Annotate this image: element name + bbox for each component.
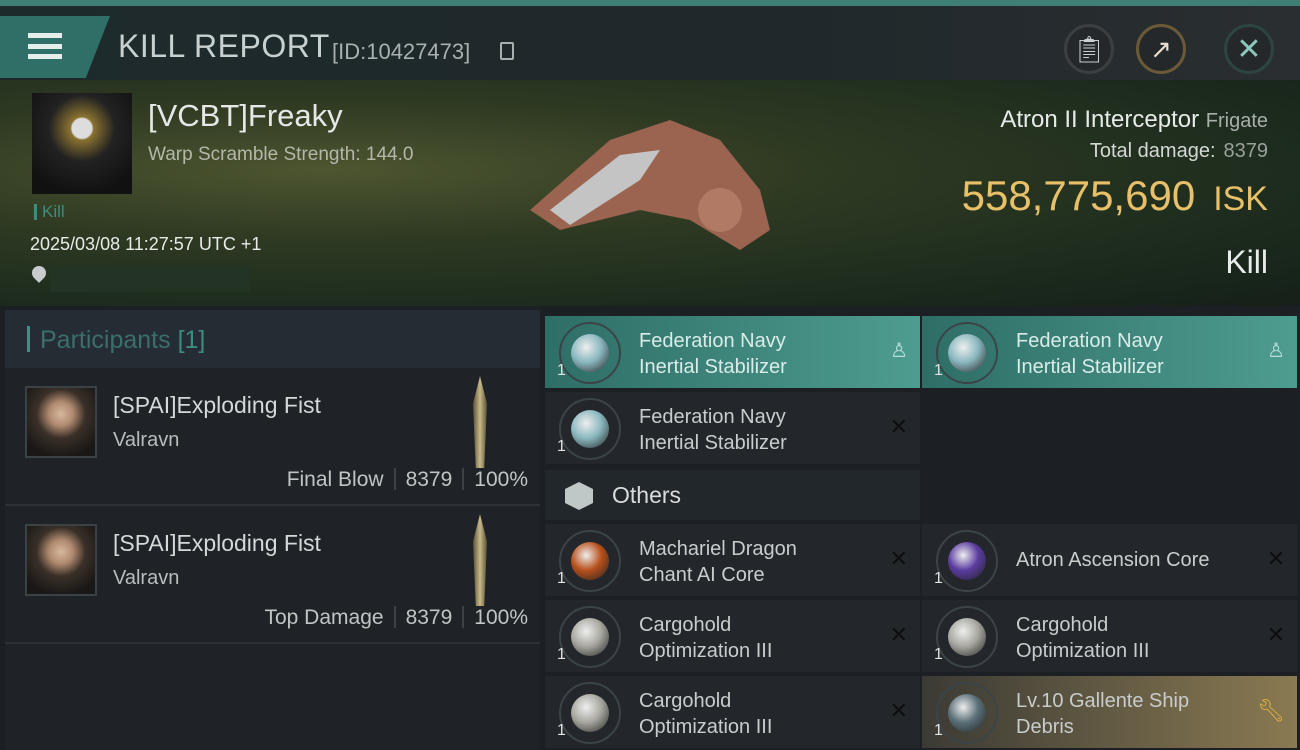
participant-row[interactable]: [SPAI]Exploding Fist Valravn Final Blow 8… <box>5 368 540 506</box>
isk-value: 558,775,690 ISK <box>961 172 1268 219</box>
participants-panel: Participants [1] [SPAI]Exploding Fist Va… <box>5 310 540 750</box>
kill-tag: Kill <box>34 203 65 220</box>
item-name: Machariel Dragon Chant AI Core <box>639 538 797 586</box>
destroyed-x-icon: ✕ <box>1266 622 1285 647</box>
wrench-icon: 🔧︎ <box>1257 698 1285 723</box>
item-quantity: 1 <box>557 362 566 379</box>
copy-icon[interactable] <box>500 42 514 60</box>
item-quantity: 1 <box>934 570 943 587</box>
item-slot[interactable]: 1 Federation Navy Inertial Stabilizer ♙ <box>922 316 1297 388</box>
item-icon <box>936 682 998 744</box>
kill-datetime: 2025/03/08 11:27:57 UTC +1 <box>30 234 262 254</box>
weapon-icon <box>473 376 487 468</box>
close-button[interactable]: ✕ <box>1224 24 1274 74</box>
item-quantity: 1 <box>557 722 566 739</box>
total-damage: Total damage: 8379 <box>1089 140 1268 162</box>
destroyed-x-icon: ✕ <box>889 414 908 439</box>
item-icon <box>559 682 621 744</box>
location-redacted <box>50 266 250 292</box>
page-title: KILL REPORT <box>118 28 330 64</box>
others-header: Others <box>545 470 920 520</box>
item-icon <box>936 606 998 668</box>
item-icon <box>559 398 621 460</box>
ship-name: Atron II Interceptor Frigate <box>1000 106 1268 133</box>
result-label: Kill <box>1225 244 1268 280</box>
close-icon: ✕ <box>1236 32 1262 66</box>
person-icon: ♙ <box>1267 340 1285 362</box>
participant-name: [SPAI]Exploding Fist <box>113 392 321 418</box>
participant-avatar[interactable] <box>25 386 97 458</box>
item-slot[interactable]: 1 Machariel Dragon Chant AI Core ✕ <box>545 524 920 596</box>
top-accent-line <box>0 0 1300 6</box>
item-name: Lv.10 Gallente Ship Debris <box>1016 690 1190 738</box>
participant-ship: Valravn <box>113 567 180 589</box>
victim-avatar[interactable] <box>32 93 132 194</box>
victim-name[interactable]: [VCBT]Freaky <box>148 98 343 133</box>
clipboard-button[interactable]: 📋︎ <box>1064 24 1114 74</box>
destroyed-x-icon: ✕ <box>889 622 908 647</box>
item-name: Federation Navy Inertial Stabilizer <box>639 406 787 454</box>
participant-name: [SPAI]Exploding Fist <box>113 530 321 556</box>
person-icon: ♙ <box>890 340 908 362</box>
destroyed-x-icon: ✕ <box>889 546 908 571</box>
header-bar: KILL REPORT [ID:10427473] 📋︎ ↗ ✕ <box>0 6 1300 80</box>
report-id: [ID:10427473] <box>332 39 471 64</box>
share-button[interactable]: ↗ <box>1136 24 1186 74</box>
item-icon <box>559 530 621 592</box>
destroyed-x-icon: ✕ <box>889 698 908 723</box>
item-icon <box>936 530 998 592</box>
item-icon <box>936 322 998 384</box>
item-slot[interactable]: 1 Cargohold Optimization III ✕ <box>545 600 920 672</box>
item-quantity: 1 <box>934 722 943 739</box>
item-name: Cargohold Optimization III <box>639 614 773 662</box>
item-icon <box>559 606 621 668</box>
item-slot[interactable]: 1 Federation Navy Inertial Stabilizer ✕ <box>545 392 920 464</box>
item-quantity: 1 <box>557 438 566 455</box>
participants-header: Participants [1] <box>5 310 540 368</box>
item-slot[interactable]: 1 Lv.10 Gallente Ship Debris 🔧︎ <box>922 676 1297 748</box>
menu-button[interactable] <box>0 16 110 78</box>
victim-panel: [VCBT]Freaky Warp Scramble Strength: 144… <box>0 80 1300 306</box>
clipboard-icon: 📋︎ <box>1072 33 1106 64</box>
weapon-icon <box>473 514 487 606</box>
participant-ship: Valravn <box>113 429 180 451</box>
ship-image <box>530 120 770 250</box>
item-quantity: 1 <box>557 570 566 587</box>
item-name: Federation Navy Inertial Stabilizer <box>639 330 787 378</box>
destroyed-x-icon: ✕ <box>1266 546 1285 571</box>
participant-avatar[interactable] <box>25 524 97 596</box>
item-slot[interactable]: 1 Cargohold Optimization III ✕ <box>922 600 1297 672</box>
item-name: Federation Navy Inertial Stabilizer <box>1016 330 1164 378</box>
item-quantity: 1 <box>934 646 943 663</box>
item-name: Atron Ascension Core <box>1016 549 1210 571</box>
item-slot[interactable]: 1 Cargohold Optimization III ✕ <box>545 676 920 748</box>
share-icon: ↗ <box>1150 33 1172 64</box>
participant-stats: Top Damage 8379 100% <box>264 606 528 629</box>
item-quantity: 1 <box>557 646 566 663</box>
item-slot[interactable]: 1 Federation Navy Inertial Stabilizer ♙ <box>545 316 920 388</box>
item-slot[interactable]: 1 Atron Ascension Core ✕ <box>922 524 1297 596</box>
item-icon <box>559 322 621 384</box>
cube-icon <box>565 482 593 510</box>
item-name: Cargohold Optimization III <box>1016 614 1150 662</box>
participant-stats: Final Blow 8379 100% <box>286 468 528 491</box>
item-quantity: 1 <box>934 362 943 379</box>
item-name: Cargohold Optimization III <box>639 690 773 738</box>
location-pin-icon <box>29 263 49 283</box>
warp-scramble: Warp Scramble Strength: 144.0 <box>148 144 414 165</box>
participant-row[interactable]: [SPAI]Exploding Fist Valravn Top Damage 8… <box>5 506 540 644</box>
menu-icon <box>28 33 62 59</box>
